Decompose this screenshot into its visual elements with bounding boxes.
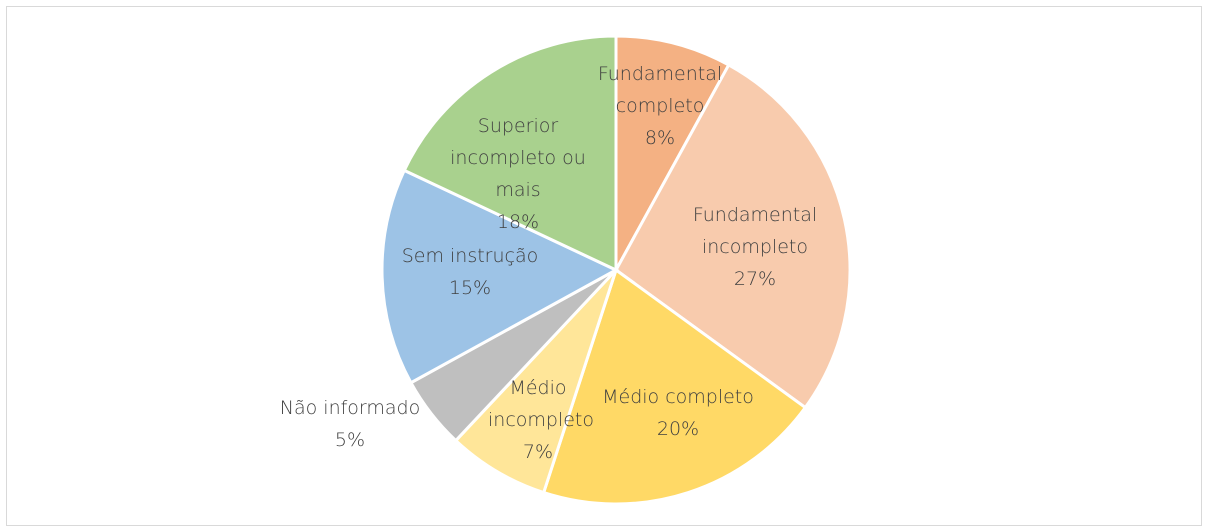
pie-slice <box>614 62 852 410</box>
value-label: 18% <box>496 211 540 233</box>
slice-label: Médio incompleto 7% <box>488 372 595 468</box>
value-label: 15% <box>448 277 492 299</box>
pie-slice <box>614 34 731 271</box>
value-label: 7% <box>522 441 554 463</box>
value-label: 8% <box>644 127 676 149</box>
pie-area <box>380 34 852 506</box>
category-label: Não informado <box>279 397 421 419</box>
category-label: Superior incompleto ou mais <box>450 115 586 201</box>
pie-slice <box>402 34 618 273</box>
value-label: 27% <box>733 268 777 290</box>
category-label: Sem instrução <box>401 245 539 267</box>
category-label: Médio completo <box>602 386 754 408</box>
slice-label: Fundamental completo 8% <box>595 58 725 154</box>
category-label: Fundamental completo <box>597 63 723 117</box>
category-label: Fundamental incompleto <box>692 204 818 258</box>
slice-label: Fundamental incompleto 27% <box>680 199 830 295</box>
pie-slice <box>453 268 618 495</box>
pie-slice <box>380 168 620 385</box>
slice-label: Sem instrução 15% <box>380 240 560 304</box>
chart: Fundamental completo 8% Fundamental incomp… <box>6 6 1202 526</box>
pie-slice <box>541 267 808 506</box>
slice-label: Superior incompleto ou mais 18% <box>428 110 608 238</box>
value-label: 5% <box>334 429 366 451</box>
value-label: 20% <box>656 418 700 440</box>
slice-label: Não informado 5% <box>250 392 450 456</box>
category-label: Médio incompleto <box>488 377 595 431</box>
slice-label: Médio completo 20% <box>578 381 778 445</box>
